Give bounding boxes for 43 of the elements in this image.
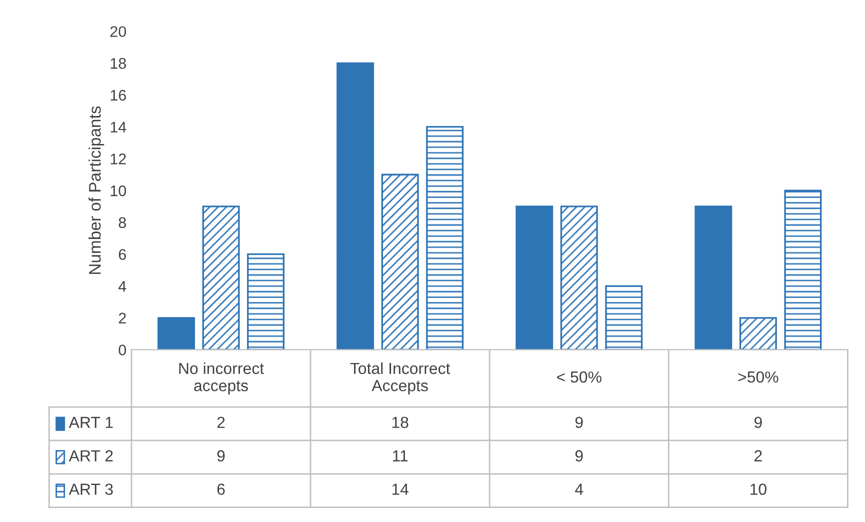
x-tick-label: < 50% [557, 371, 602, 383]
bar [247, 253, 285, 350]
legend-label: ART 2 [68, 450, 113, 462]
y-tick-label: 10 [110, 185, 126, 196]
y-tick-label: 12 [110, 154, 126, 164]
bar [739, 317, 777, 350]
y-tick-label: 0 [118, 344, 126, 356]
data-label: 18 [392, 416, 408, 428]
bar [784, 190, 822, 350]
data-label: 9 [575, 450, 583, 462]
data-label: 6 [217, 484, 225, 495]
bar [158, 317, 195, 350]
bar [516, 206, 554, 350]
bar [336, 62, 374, 350]
y-tick-label: 6 [118, 249, 126, 260]
y-tick-label: 18 [110, 58, 126, 69]
data-label: 2 [217, 416, 225, 428]
data-label: 9 [754, 416, 762, 428]
data-label: 4 [575, 484, 584, 495]
y-axis-title: Number of Participants [88, 106, 104, 274]
bar [381, 174, 419, 350]
data-label: 2 [754, 450, 762, 462]
bar [605, 285, 643, 350]
x-tick-label: >50% [738, 371, 778, 383]
y-tick-label: 4 [118, 281, 126, 292]
x-tick-label: No incorrect accepts [179, 362, 264, 394]
y-tick-label: 2 [118, 312, 126, 324]
bar [560, 206, 598, 350]
data-label: 11 [392, 450, 408, 462]
y-tick-label: 20 [110, 26, 126, 38]
legend-label: ART 3 [68, 484, 113, 495]
data-label: 9 [217, 450, 225, 462]
bar [694, 206, 732, 350]
y-tick-label: 14 [110, 122, 126, 132]
x-tick-label: Total Incorrect Accepts [350, 362, 450, 394]
y-tick-label: 8 [118, 217, 126, 228]
bar [426, 126, 464, 350]
data-label: 14 [392, 484, 408, 495]
data-label: 10 [750, 484, 766, 495]
legend-label: ART 1 [68, 416, 113, 428]
y-tick-label: 16 [110, 90, 126, 101]
data-label: 9 [575, 416, 583, 428]
bar [202, 206, 240, 350]
